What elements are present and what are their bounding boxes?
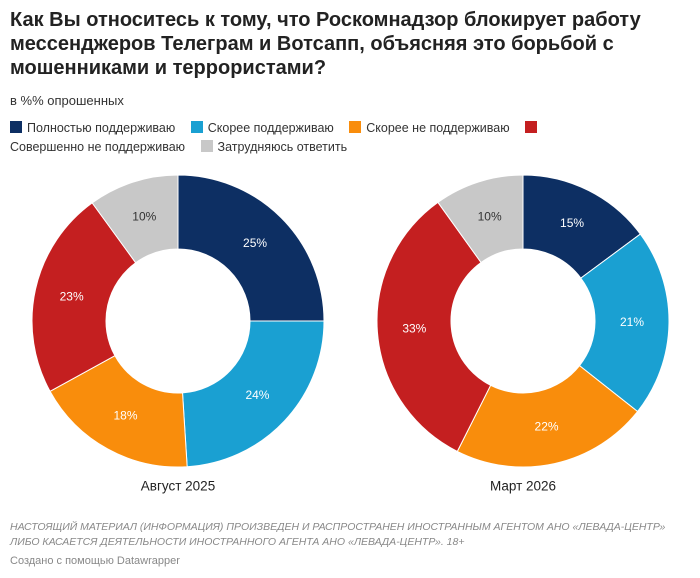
legend-swatch: [10, 121, 22, 133]
credit: Создано с помощью Datawrapper: [10, 555, 180, 567]
legend-label: Полностью поддерживаю: [27, 121, 176, 135]
legend-label: Скорее не поддерживаю: [366, 121, 510, 135]
value-label: 33%: [402, 322, 426, 336]
legend-item: Скорее поддерживаю: [190, 121, 334, 135]
donut-segment: [91, 174, 179, 264]
value-label: 21%: [620, 315, 644, 329]
value-label: 25%: [243, 236, 267, 250]
value-label: 23%: [60, 289, 84, 303]
chart-title: Август 2025: [141, 479, 215, 494]
donut-segment: [31, 202, 137, 393]
legend-swatch: [200, 140, 213, 152]
subtitle: в %% опрошенных: [10, 93, 124, 108]
chart-title: Март 2026: [490, 479, 556, 494]
legend-swatch: [525, 121, 538, 133]
donut-segment: [177, 174, 325, 322]
value-label: 24%: [245, 388, 269, 402]
donut-segment: [456, 364, 639, 468]
value-label: 22%: [535, 420, 559, 434]
legend-item: Совершенно не поддерживаю: [10, 121, 542, 154]
donut-segment: [181, 320, 325, 468]
value-label: 18%: [113, 409, 137, 423]
value-label: 10%: [478, 209, 502, 223]
legend-label: Совершенно не поддерживаю: [10, 140, 186, 154]
title: Как Вы относитесь к тому, что Роскомнадз…: [10, 9, 641, 79]
donut-segment: [437, 174, 524, 264]
donut-segment: [49, 355, 188, 468]
legend-item: Полностью поддерживаю: [10, 121, 175, 135]
legend-label: Скорее поддерживаю: [207, 121, 334, 135]
value-label: 10%: [132, 210, 156, 224]
legend-swatch: [190, 121, 203, 133]
legend: Полностью поддерживаю Скорее поддерживаю…: [10, 119, 610, 157]
donut-segment: [578, 233, 670, 413]
legend-item: Затрудняюсь ответить: [200, 140, 348, 154]
legend-item: Скорее не поддерживаю: [349, 121, 510, 135]
footer-note: НАСТОЯЩИЙ МАТЕРИАЛ (ИНФОРМАЦИЯ) ПРОИЗВЕД…: [10, 521, 666, 548]
legend-swatch: [349, 121, 362, 133]
value-label: 15%: [560, 216, 584, 230]
donut-segment: [376, 201, 492, 453]
legend-label: Затрудняюсь ответить: [217, 140, 348, 154]
charts: 25% 24% 18% 23% 10% Август 2025 15% 21% 22% 33% 10…: [31, 174, 670, 494]
